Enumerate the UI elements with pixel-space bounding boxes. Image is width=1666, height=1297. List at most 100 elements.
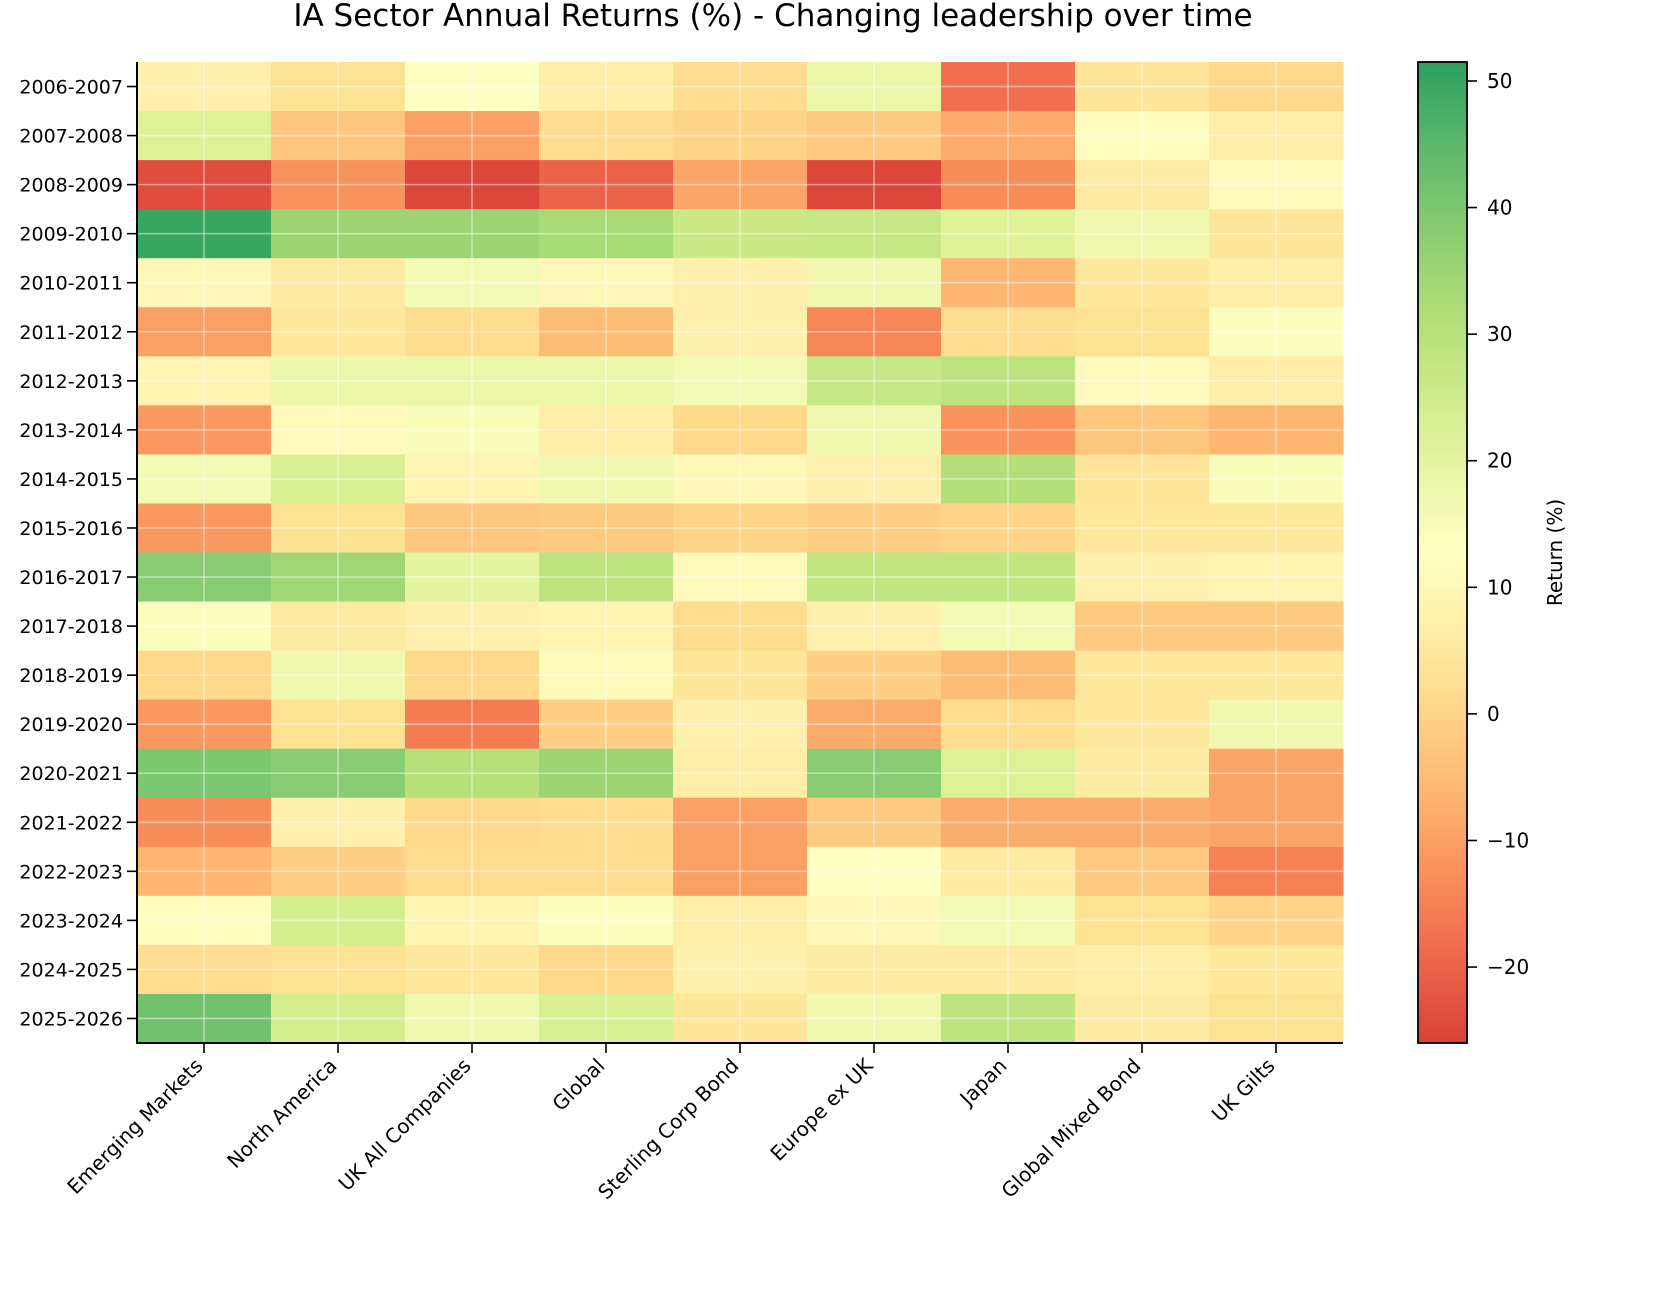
heatmap-cell bbox=[1209, 454, 1344, 504]
colorbar-tick-label: 0 bbox=[1487, 702, 1500, 726]
heatmap-cell bbox=[1209, 62, 1344, 112]
heatmap-cell bbox=[539, 503, 674, 553]
colorbar-tick-label: 30 bbox=[1487, 322, 1512, 346]
y-tick-label: 2018-2019 bbox=[19, 665, 123, 687]
heatmap-cell bbox=[1209, 846, 1344, 897]
heatmap-cell bbox=[673, 895, 808, 946]
heatmap-cell bbox=[137, 797, 272, 848]
heatmap-cell bbox=[941, 650, 1076, 701]
heatmap-cell bbox=[539, 601, 674, 652]
heatmap-cell bbox=[137, 405, 272, 455]
heatmap-cell bbox=[1209, 650, 1344, 701]
heatmap-cell bbox=[1209, 307, 1344, 357]
heatmap-cell bbox=[405, 895, 540, 946]
heatmap-cell bbox=[271, 846, 406, 897]
y-tick-label: 2011-2012 bbox=[19, 322, 123, 344]
heatmap-cell bbox=[1075, 258, 1210, 308]
heatmap-cell bbox=[137, 895, 272, 946]
heatmap-cell bbox=[673, 160, 808, 210]
heatmap-cell bbox=[1075, 699, 1210, 750]
heatmap-cell bbox=[137, 993, 272, 1044]
heatmap-cell bbox=[271, 601, 406, 652]
heatmap-cell bbox=[807, 797, 942, 848]
x-tick-label: UK All Companies bbox=[334, 1054, 476, 1196]
heatmap-cell bbox=[1209, 405, 1344, 455]
heatmap-cell bbox=[137, 160, 272, 210]
colorbar-tick-label: 10 bbox=[1487, 575, 1512, 599]
y-tick-label: 2008-2009 bbox=[19, 175, 123, 197]
heatmap-cell bbox=[539, 993, 674, 1044]
heatmap-cell bbox=[807, 454, 942, 504]
heatmap-cell bbox=[539, 209, 674, 259]
heatmap-cell bbox=[539, 895, 674, 946]
y-tick-label: 2012-2013 bbox=[19, 371, 123, 393]
heatmap-cell bbox=[807, 258, 942, 308]
heatmap-cell bbox=[1075, 454, 1210, 504]
heatmap-cell bbox=[1075, 797, 1210, 848]
heatmap-cell bbox=[941, 209, 1076, 259]
heatmap-cell bbox=[673, 405, 808, 455]
heatmap-grid bbox=[137, 62, 1343, 1043]
heatmap-cell bbox=[137, 307, 272, 357]
heatmap-cell bbox=[1209, 111, 1344, 161]
heatmap-cell bbox=[1209, 944, 1344, 995]
heatmap-cell bbox=[405, 699, 540, 750]
heatmap-cell bbox=[539, 160, 674, 210]
heatmap-cell bbox=[539, 944, 674, 995]
heatmap-cell bbox=[271, 209, 406, 259]
x-tick-label: Global bbox=[547, 1054, 609, 1116]
heatmap-cell bbox=[941, 160, 1076, 210]
heatmap-cell bbox=[405, 62, 540, 112]
heatmap-cell bbox=[405, 552, 540, 603]
y-tick-label: 2010-2011 bbox=[19, 273, 123, 295]
heatmap-cell bbox=[1075, 993, 1210, 1044]
heatmap-cell bbox=[1075, 356, 1210, 406]
heatmap-cell bbox=[271, 944, 406, 995]
heatmap-cell bbox=[405, 503, 540, 553]
heatmap-cell bbox=[1075, 944, 1210, 995]
heatmap-cell bbox=[941, 258, 1076, 308]
heatmap-cell bbox=[941, 356, 1076, 406]
heatmap-cell bbox=[807, 944, 942, 995]
heatmap-cell bbox=[137, 944, 272, 995]
heatmap-cell bbox=[539, 748, 674, 799]
heatmap-cell bbox=[271, 160, 406, 210]
heatmap-cell bbox=[271, 748, 406, 799]
heatmap-cell bbox=[271, 895, 406, 946]
heatmap-cell bbox=[405, 209, 540, 259]
heatmap-cell bbox=[941, 111, 1076, 161]
heatmap-cells bbox=[137, 62, 1344, 1044]
heatmap-cell bbox=[673, 699, 808, 750]
heatmap-cell bbox=[271, 993, 406, 1044]
heatmap-cell bbox=[941, 748, 1076, 799]
y-tick-label: 2015-2016 bbox=[19, 518, 123, 540]
heatmap-cell bbox=[1209, 699, 1344, 750]
heatmap-cell bbox=[405, 405, 540, 455]
heatmap-cell bbox=[1209, 993, 1344, 1044]
colorbar-tick-label: 20 bbox=[1487, 449, 1512, 473]
heatmap-cell bbox=[1075, 748, 1210, 799]
heatmap-cell bbox=[271, 650, 406, 701]
heatmap-cell bbox=[1209, 503, 1344, 553]
heatmap-cell bbox=[137, 699, 272, 750]
y-axis-ticks: 2006-2007 2007-2008 2008-2009 2009-2010 2010… bbox=[19, 77, 137, 1030]
heatmap-cell bbox=[807, 62, 942, 112]
heatmap-cell bbox=[673, 209, 808, 259]
heatmap-cell bbox=[405, 454, 540, 504]
colorbar-tick-label: −10 bbox=[1487, 828, 1529, 852]
heatmap-cell bbox=[673, 846, 808, 897]
heatmap-cell bbox=[539, 650, 674, 701]
heatmap-cell bbox=[405, 111, 540, 161]
heatmap-cell bbox=[1209, 601, 1344, 652]
heatmap-cell bbox=[137, 209, 272, 259]
heatmap-cell bbox=[941, 405, 1076, 455]
heatmap-cell bbox=[271, 454, 406, 504]
heatmap-cell bbox=[673, 552, 808, 603]
heatmap-cell bbox=[673, 503, 808, 553]
heatmap-cell bbox=[807, 748, 942, 799]
heatmap-cell bbox=[405, 160, 540, 210]
heatmap-cell bbox=[1075, 62, 1210, 112]
heatmap-cell bbox=[807, 209, 942, 259]
y-tick-label: 2021-2022 bbox=[19, 812, 123, 834]
colorbar-tick-label: −20 bbox=[1487, 955, 1529, 979]
